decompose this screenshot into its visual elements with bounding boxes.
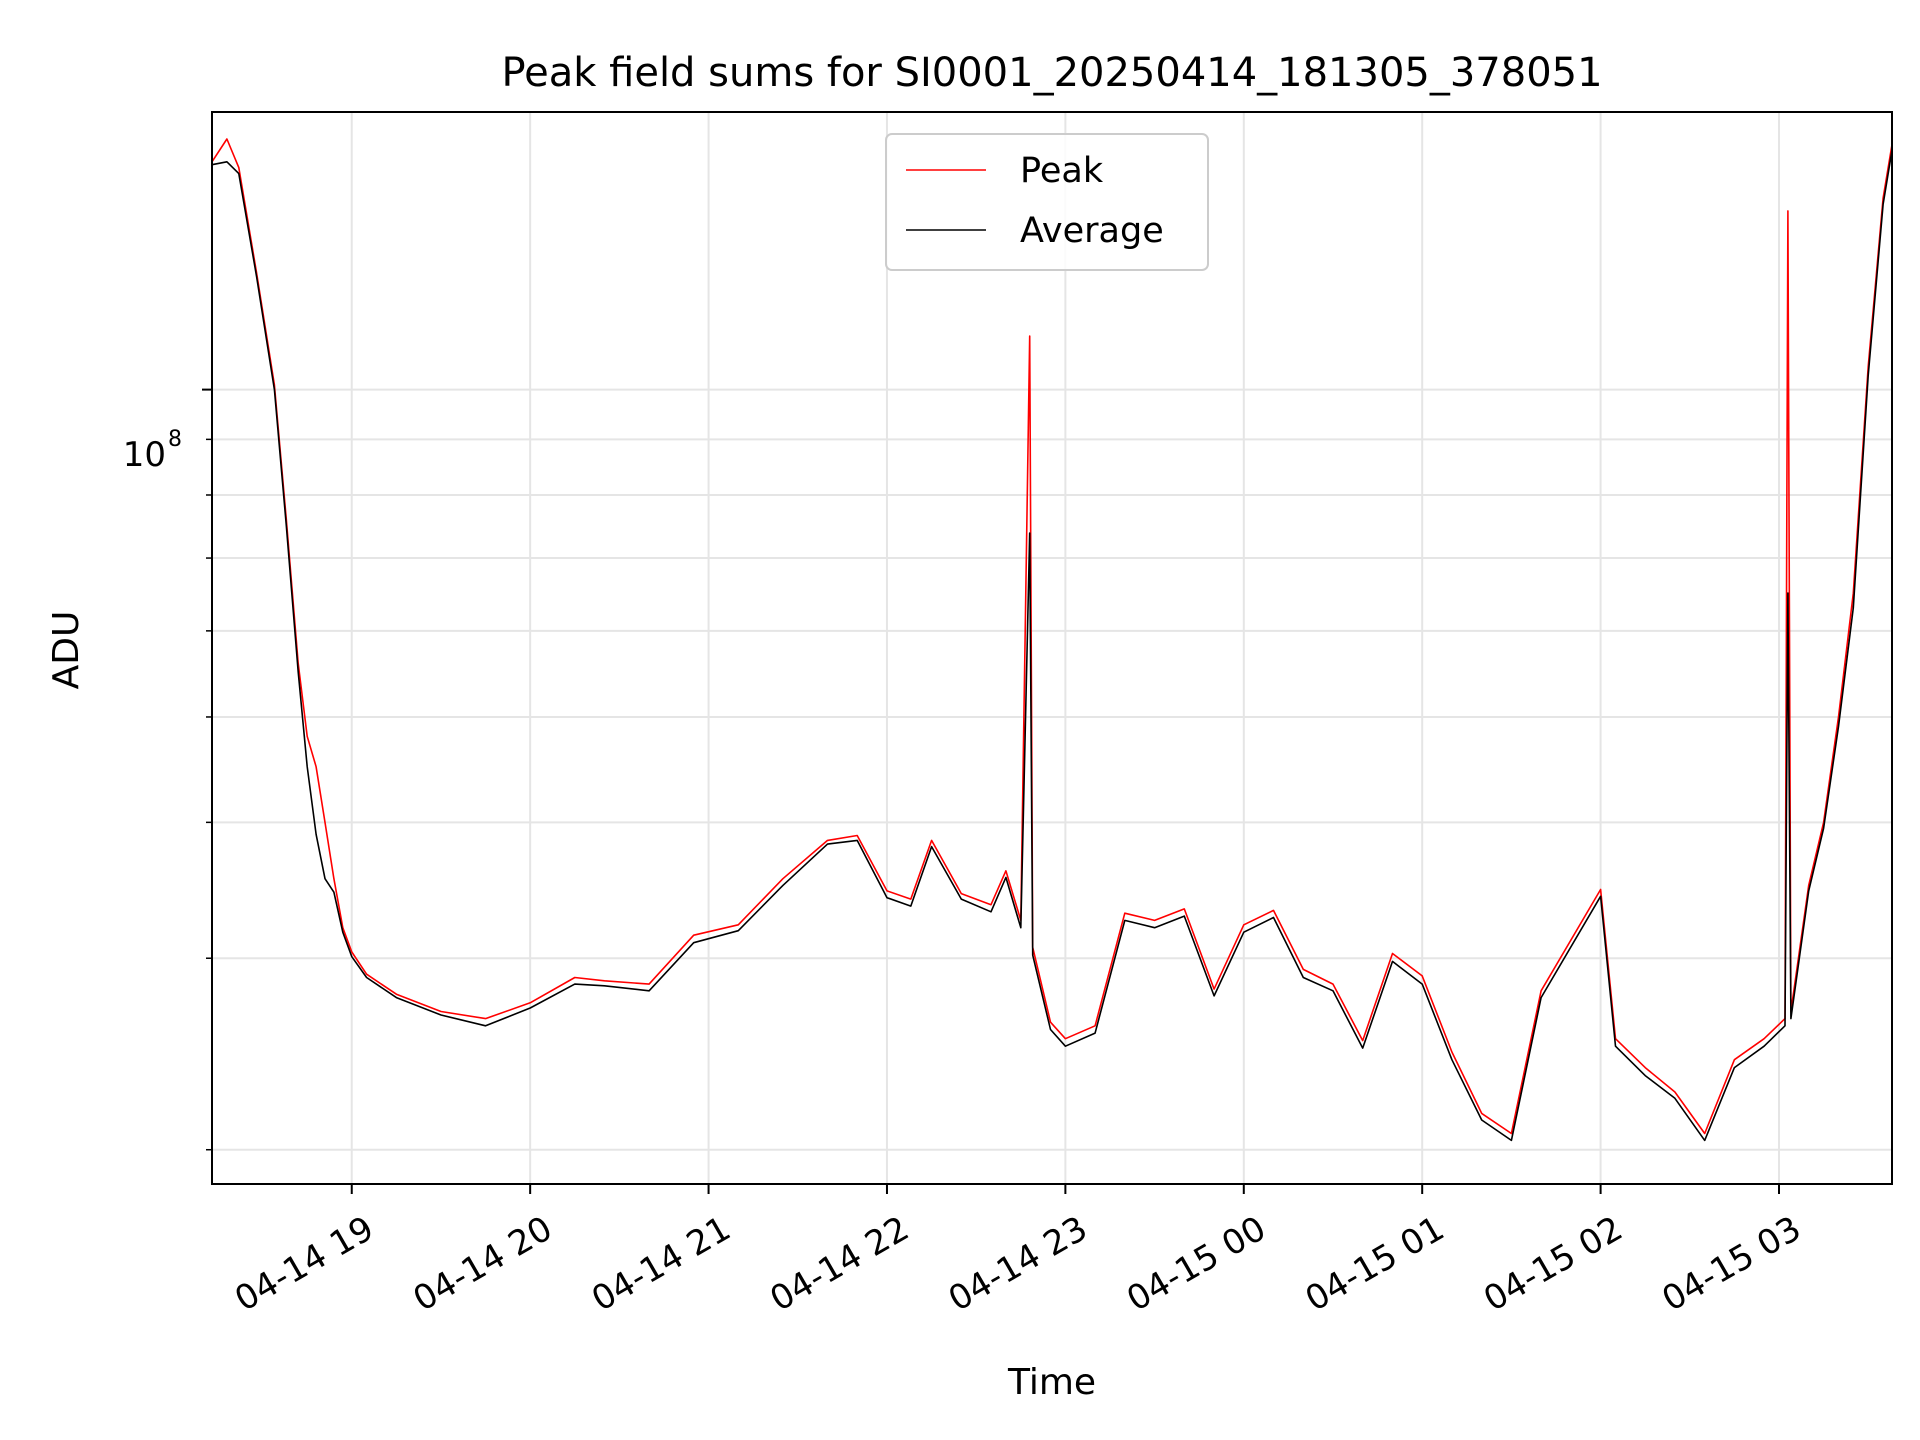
- plot-frame: [211, 111, 1893, 1185]
- y-tick-label-exponent: 8: [168, 427, 182, 452]
- series-line-peak: [211, 138, 1893, 1135]
- x-axis-label: Time: [1007, 1362, 1096, 1403]
- y-tick-label-major: 10 8: [123, 427, 182, 475]
- y-tick-label-base: 10: [123, 435, 166, 475]
- y-axis-label: ADU: [46, 611, 87, 690]
- legend-label-average: Average: [1020, 211, 1164, 251]
- y-axis: [202, 388, 212, 1151]
- legend-label-peak: Peak: [1020, 151, 1104, 191]
- legend-box: [885, 133, 1209, 271]
- legend: Peak Average: [885, 133, 1209, 271]
- series-layer: [211, 138, 1893, 1142]
- grid: [212, 112, 1892, 1184]
- series-line-average: [211, 149, 1893, 1142]
- chart-title: Peak field sums for SI0001_20250414_1813…: [501, 50, 1602, 96]
